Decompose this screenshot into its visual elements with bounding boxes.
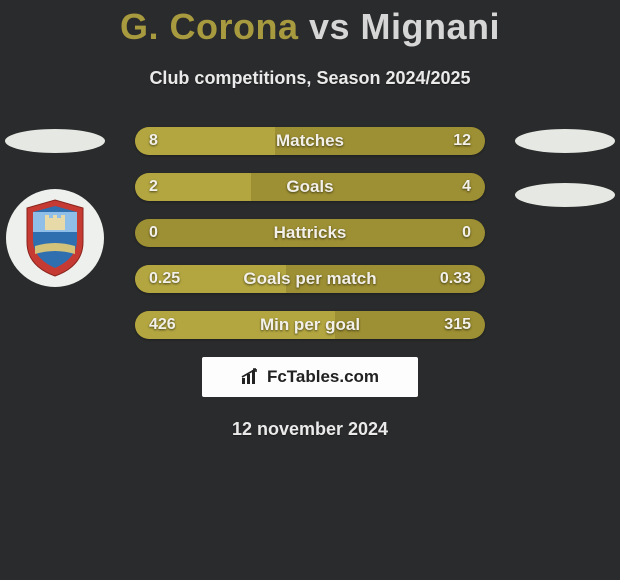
date-text: 12 november 2024 — [0, 419, 620, 440]
club-crest-left — [6, 189, 104, 287]
page-title: G. Corona vs Mignani — [0, 0, 620, 48]
stat-value-right: 315 — [444, 311, 471, 339]
stat-label: Goals — [135, 173, 485, 201]
stat-bar-row: 8Matches12 — [135, 127, 485, 155]
left-player-column — [0, 127, 110, 287]
stat-label: Hattricks — [135, 219, 485, 247]
stat-bar-row: 0.25Goals per match0.33 — [135, 265, 485, 293]
stat-value-right: 12 — [453, 127, 471, 155]
stat-bar-row: 2Goals4 — [135, 173, 485, 201]
title-vs: vs — [309, 6, 350, 47]
stat-label: Goals per match — [135, 265, 485, 293]
title-player-left: G. Corona — [120, 6, 299, 47]
bars-icon — [241, 368, 261, 386]
stat-value-right: 0.33 — [440, 265, 471, 293]
title-player-right: Mignani — [361, 6, 500, 47]
subtitle: Club competitions, Season 2024/2025 — [0, 68, 620, 89]
branding-badge: FcTables.com — [202, 357, 418, 397]
right-player-column — [510, 127, 620, 235]
stat-label: Matches — [135, 127, 485, 155]
player-name-oval-left — [5, 129, 105, 153]
stat-bars: 8Matches12 2Goals4 0Hattricks0 0.25Goals pe… — [135, 127, 485, 339]
stat-bar-row: 0Hattricks0 — [135, 219, 485, 247]
player-name-oval-right-1 — [515, 129, 615, 153]
player-name-oval-right-2 — [515, 183, 615, 207]
branding-text: FcTables.com — [267, 367, 379, 387]
stat-bar-row: 426Min per goal315 — [135, 311, 485, 339]
shield-icon — [23, 198, 87, 278]
comparison-content: 8Matches12 2Goals4 0Hattricks0 0.25Goals pe… — [0, 127, 620, 440]
stat-value-right: 4 — [462, 173, 471, 201]
stat-label: Min per goal — [135, 311, 485, 339]
stat-value-right: 0 — [462, 219, 471, 247]
